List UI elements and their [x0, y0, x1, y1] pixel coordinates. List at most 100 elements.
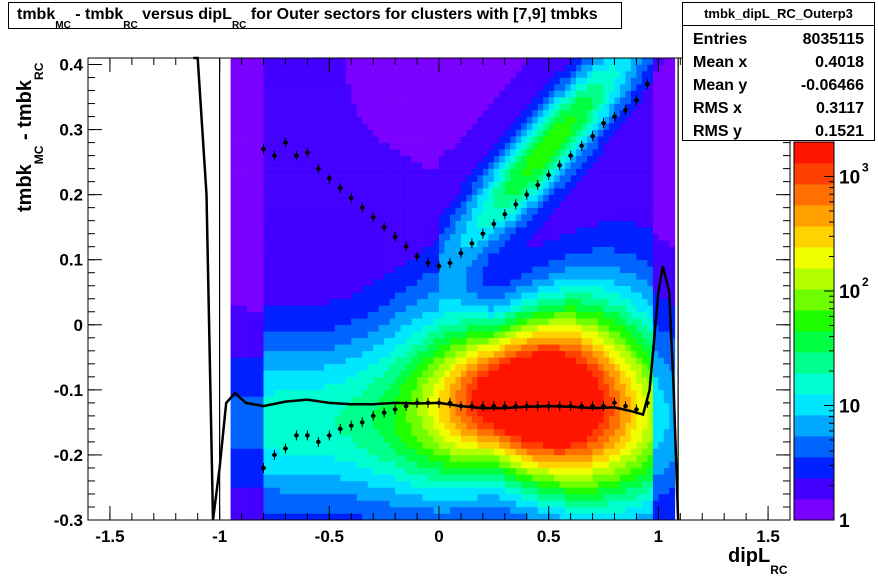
heatmap-cell — [532, 155, 539, 163]
heatmap-cell — [318, 480, 325, 488]
heatmap-cell — [422, 181, 429, 189]
heatmap-cell — [559, 77, 566, 85]
heatmap-cell — [296, 363, 303, 371]
heatmap-cell — [323, 448, 330, 456]
heatmap-cell — [351, 246, 358, 254]
heatmap-cell — [532, 272, 539, 280]
heatmap-cell — [395, 305, 401, 313]
heatmap-cell — [296, 272, 303, 280]
heatmap-cell — [247, 285, 253, 293]
heatmap-cell — [356, 201, 363, 208]
heatmap-cell — [581, 266, 588, 274]
heatmap-cell — [236, 77, 242, 85]
heatmap-cell — [482, 181, 489, 189]
heatmap-cell — [285, 285, 292, 293]
heatmap-cell — [598, 201, 604, 208]
heatmap-cell — [493, 279, 500, 287]
heatmap-cell — [576, 389, 582, 397]
heatmap-cell — [488, 305, 495, 313]
heatmap-cell — [515, 298, 522, 306]
heatmap-cell — [493, 214, 500, 221]
heatmap-cell — [323, 370, 330, 378]
heatmap-cell — [263, 461, 270, 469]
heatmap-cell — [378, 357, 385, 365]
heatmap-cell — [296, 214, 303, 221]
heatmap-cell — [252, 357, 259, 365]
heatmap-cell — [559, 64, 566, 72]
heatmap-cell — [537, 376, 544, 384]
heatmap-cell — [290, 155, 297, 163]
heatmap-cell — [230, 233, 237, 241]
heatmap-cell — [274, 64, 281, 72]
heatmap-cell — [247, 71, 253, 78]
heatmap-cell — [515, 454, 522, 462]
heatmap-cell — [449, 285, 456, 293]
heatmap-cell — [444, 331, 451, 339]
heatmap-cell — [268, 233, 275, 241]
heatmap-cell — [258, 409, 264, 417]
heatmap-cell — [389, 298, 396, 306]
heatmap-cell — [532, 175, 539, 182]
heatmap-cell — [406, 428, 412, 436]
heatmap-cell — [417, 220, 423, 228]
heatmap-cell — [345, 415, 352, 423]
heatmap-cell — [592, 240, 599, 248]
heatmap-cell — [510, 474, 517, 482]
heatmap-cell — [285, 97, 292, 104]
heatmap-cell — [258, 480, 264, 488]
heatmap-cell — [576, 129, 582, 137]
heatmap-cell — [609, 97, 615, 104]
heatmap-cell — [362, 344, 368, 352]
heatmap-cell — [570, 175, 577, 182]
heatmap-cell — [230, 129, 237, 137]
heatmap-cell — [521, 220, 528, 228]
heatmap-cell — [455, 305, 462, 313]
heatmap-cell — [301, 162, 308, 169]
heatmap-cell — [515, 448, 522, 456]
heatmap-cell — [318, 441, 325, 449]
heatmap-cell — [258, 110, 264, 117]
heatmap-cell — [422, 84, 429, 91]
heatmap-cell — [367, 110, 374, 117]
heatmap-cell — [488, 201, 495, 208]
heatmap-cell — [356, 116, 363, 124]
heatmap-cell — [312, 77, 319, 85]
heatmap-cell — [307, 454, 314, 462]
heatmap-cell — [587, 136, 593, 143]
heatmap-cell — [477, 155, 484, 163]
heatmap-cell — [581, 363, 588, 371]
heatmap-cell — [230, 181, 237, 189]
heatmap-cell — [340, 97, 347, 104]
heatmap-cell — [466, 285, 473, 293]
heatmap-cell — [598, 318, 604, 326]
heatmap-cell — [554, 188, 560, 195]
heatmap-cell — [323, 428, 330, 436]
heatmap-cell — [455, 487, 462, 495]
heatmap-cell — [559, 279, 566, 287]
heatmap-cell — [290, 363, 297, 371]
heatmap-cell — [307, 194, 314, 202]
heatmap-cell — [389, 285, 396, 293]
heatmap-cell — [428, 129, 434, 137]
heatmap-cell — [466, 240, 473, 248]
heatmap-cell — [258, 318, 264, 326]
heatmap-cell — [526, 454, 533, 462]
heatmap-cell — [587, 272, 593, 280]
heatmap-cell — [307, 428, 314, 436]
heatmap-cell — [318, 90, 325, 98]
heatmap-cell — [471, 500, 478, 508]
heatmap-cell — [521, 77, 528, 85]
heatmap-cell — [554, 149, 560, 156]
heatmap-cell — [521, 435, 528, 443]
heatmap-cell — [307, 246, 314, 254]
heatmap-cell — [263, 58, 270, 65]
heatmap-cell — [334, 350, 341, 358]
heatmap-cell — [384, 194, 390, 202]
heatmap-cell — [417, 350, 423, 358]
heatmap-cell — [252, 428, 259, 436]
heatmap-cell — [526, 201, 533, 208]
heatmap-cell — [433, 129, 440, 137]
heatmap-cell — [290, 513, 297, 521]
heatmap-cell — [543, 480, 549, 488]
heatmap-cell — [592, 487, 599, 495]
